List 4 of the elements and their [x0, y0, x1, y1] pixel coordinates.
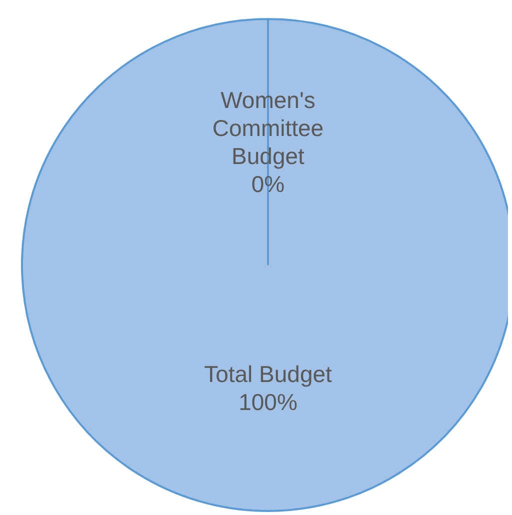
slice-label: Total Budget: [204, 361, 333, 387]
category-label: Women's Committee Budget: [212, 87, 324, 169]
text: 0%: [251, 171, 285, 197]
data-label: 100%: [238, 389, 298, 415]
